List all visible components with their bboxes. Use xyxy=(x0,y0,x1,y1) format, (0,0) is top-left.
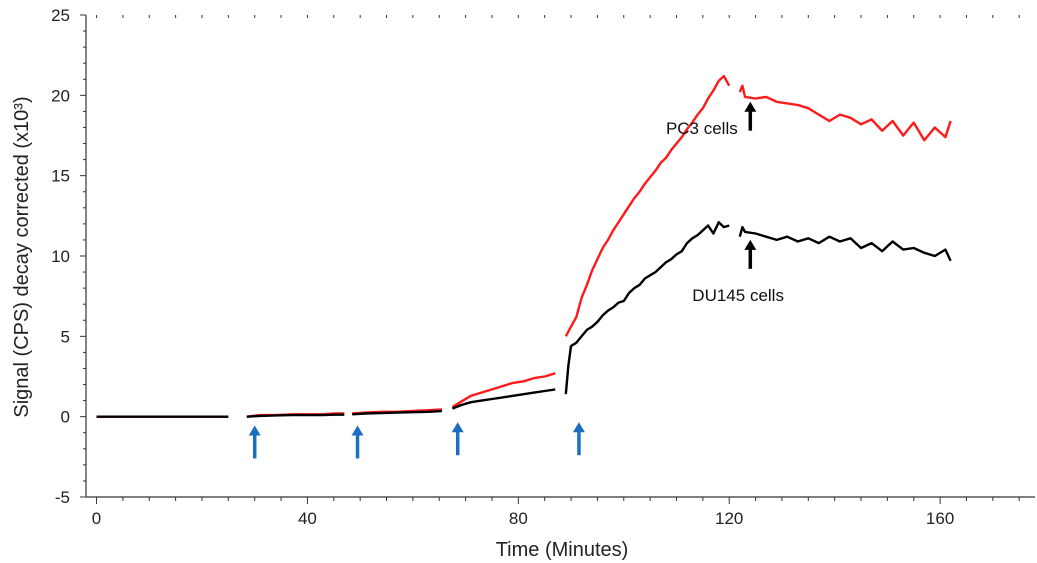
series-line-segment xyxy=(451,372,556,409)
series-line-segment xyxy=(352,409,442,416)
injection-arrow xyxy=(351,425,364,459)
x-tick-label: 120 xyxy=(715,509,743,528)
arrow-head xyxy=(248,425,261,436)
arrow-head xyxy=(744,239,757,250)
x-tick-label: 160 xyxy=(926,509,954,528)
y-tick-label: 5 xyxy=(61,327,70,346)
series-line-segment xyxy=(564,74,731,337)
arrow-head xyxy=(351,425,364,436)
y-tick-label: 10 xyxy=(51,247,70,266)
series-annotation: PC3 cells xyxy=(666,119,738,138)
series-line-segment xyxy=(564,221,730,395)
series-du145-cells xyxy=(96,221,952,418)
black-arrow xyxy=(744,101,757,131)
arrow-head xyxy=(451,422,464,433)
arrow-head xyxy=(572,422,585,433)
black-arrow xyxy=(744,239,757,269)
series-line-segment xyxy=(738,84,952,142)
x-tick-label: 40 xyxy=(298,509,317,528)
tick-labels: 0 40 80 120 160 -5 0 5 10 15 20 25 xyxy=(51,6,954,528)
plot-area xyxy=(96,74,952,459)
y-tick-label: 0 xyxy=(61,408,70,427)
injection-arrow xyxy=(248,425,261,459)
series-line-segment xyxy=(246,413,345,418)
x-tick-label: 80 xyxy=(509,509,528,528)
y-tick-label: 25 xyxy=(51,6,70,25)
series-pc3-cells xyxy=(96,74,952,418)
axes xyxy=(80,14,1035,504)
series-line-segment xyxy=(738,225,952,262)
series-line-segment xyxy=(451,388,556,410)
y-tick-label: -5 xyxy=(55,488,70,507)
y-axis-title: Signal (CPS) decay corrected (x10³) xyxy=(11,96,33,417)
series-annotation: DU145 cells xyxy=(692,286,784,305)
annotations: PC3 cells DU145 cells xyxy=(666,119,784,305)
arrow-head xyxy=(744,101,757,112)
x-axis-title: Time (Minutes) xyxy=(496,539,629,561)
x-tick-label: 0 xyxy=(92,509,101,528)
y-tick-label: 20 xyxy=(51,86,70,105)
injection-arrow xyxy=(451,422,464,456)
y-tick-label: 15 xyxy=(51,167,70,186)
injection-arrow xyxy=(572,422,585,456)
